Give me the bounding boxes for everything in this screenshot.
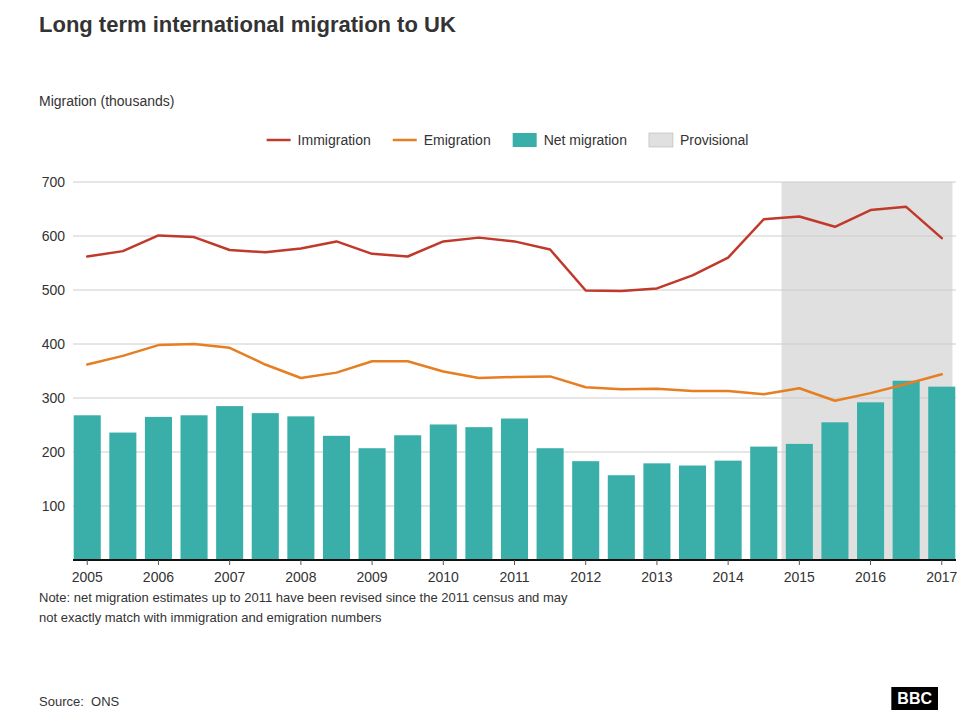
x-tick bbox=[443, 560, 444, 565]
x-tick bbox=[87, 560, 88, 565]
net-migration-bar bbox=[537, 448, 564, 560]
net-migration-bar bbox=[572, 461, 599, 560]
y-axis: 100 200 300 400 500 600 700 bbox=[42, 174, 66, 514]
x-tick bbox=[728, 560, 729, 565]
chart: Long term international migration to UK M… bbox=[0, 0, 976, 728]
series-line bbox=[87, 207, 942, 291]
x-tick-label: 2007 bbox=[214, 569, 245, 585]
y-axis-label: Migration (thousands) bbox=[39, 93, 174, 109]
background bbox=[0, 0, 976, 728]
net-migration-bar bbox=[465, 427, 492, 560]
net-migration-bar bbox=[109, 433, 136, 560]
x-tick-label: 2016 bbox=[855, 569, 886, 585]
legend-label: Emigration bbox=[424, 132, 491, 148]
net-migration-bar bbox=[928, 387, 955, 560]
x-tick bbox=[799, 560, 800, 565]
x-tick-label: 2013 bbox=[641, 569, 672, 585]
y-grid bbox=[73, 182, 956, 560]
x-tick bbox=[158, 560, 159, 565]
legend-item: Emigration bbox=[393, 132, 491, 148]
net-migration-bar bbox=[287, 416, 314, 560]
provisional-span bbox=[782, 182, 953, 560]
net-migration-bar bbox=[857, 402, 884, 560]
x-tick-label: 2008 bbox=[285, 569, 316, 585]
net-migration-bar bbox=[893, 381, 920, 560]
legend-item: Immigration bbox=[267, 132, 371, 148]
lines bbox=[87, 207, 942, 401]
x-axis: 2005 2006 2007 2008 2009 2010 2011 2012 2013 2014… bbox=[72, 560, 958, 585]
note-line: not exactly match with immigration and e… bbox=[39, 610, 382, 625]
legend-label: Immigration bbox=[298, 132, 371, 148]
y-tick-label: 700 bbox=[42, 174, 66, 190]
net-migration-bar bbox=[643, 463, 670, 560]
grid-line bbox=[73, 182, 956, 183]
net-migration-bar bbox=[74, 415, 101, 560]
y-tick-label: 500 bbox=[42, 282, 66, 298]
net-migration-bar bbox=[181, 415, 208, 560]
logo: BBC bbox=[891, 687, 938, 710]
x-tick bbox=[514, 560, 515, 565]
note: Note: net migration estimates up to 2011… bbox=[39, 590, 568, 625]
legend-item: Provisional bbox=[649, 132, 748, 148]
x-tick bbox=[300, 560, 301, 565]
x-tick bbox=[870, 560, 871, 565]
legend-swatch bbox=[649, 133, 673, 147]
y-tick-label: 600 bbox=[42, 228, 66, 244]
legend-swatch bbox=[513, 133, 537, 147]
x-tick-label: 2006 bbox=[143, 569, 174, 585]
x-tick bbox=[585, 560, 586, 565]
x-tick-label: 2011 bbox=[499, 569, 529, 585]
legend-label: Net migration bbox=[544, 132, 627, 148]
x-tick bbox=[656, 560, 657, 565]
x-tick-label: 2017 bbox=[926, 569, 957, 585]
net-migration-bar bbox=[394, 435, 421, 560]
legend-label: Provisional bbox=[680, 132, 748, 148]
x-tick-label: 2012 bbox=[570, 569, 601, 585]
net-migration-bar bbox=[715, 461, 742, 560]
legend: Immigration Emigration Net migration Provis… bbox=[267, 132, 749, 148]
net-migration-bar bbox=[608, 475, 635, 560]
note-line: Note: net migration estimates up to 2011… bbox=[39, 590, 568, 605]
x-tick bbox=[372, 560, 373, 565]
net-migration-bar bbox=[323, 436, 350, 560]
net-migration-bar bbox=[750, 447, 777, 560]
bars bbox=[74, 381, 956, 560]
x-tick-label: 2015 bbox=[784, 569, 815, 585]
x-tick bbox=[941, 560, 942, 565]
legend-item: Net migration bbox=[513, 132, 627, 148]
series-line bbox=[87, 344, 942, 401]
net-migration-bar bbox=[679, 466, 706, 561]
source: Source: ONS bbox=[39, 694, 120, 709]
y-tick-label: 200 bbox=[42, 444, 66, 460]
plot-marks bbox=[782, 182, 953, 560]
logo-box bbox=[891, 687, 938, 710]
logo-text: BBC bbox=[897, 690, 932, 707]
title: Long term international migration to UK bbox=[39, 12, 456, 37]
net-migration-bar bbox=[430, 424, 457, 560]
x-tick bbox=[229, 560, 230, 565]
y-tick-label: 400 bbox=[42, 336, 66, 352]
net-migration-bar bbox=[786, 444, 813, 560]
legend-swatch bbox=[267, 139, 291, 142]
x-tick-label: 2009 bbox=[357, 569, 388, 585]
net-migration-bar bbox=[216, 406, 243, 560]
y-tick-label: 300 bbox=[42, 390, 66, 406]
x-tick-label: 2005 bbox=[72, 569, 103, 585]
grid-line bbox=[73, 290, 956, 291]
x-tick-label: 2014 bbox=[713, 569, 744, 585]
y-tick-label: 100 bbox=[42, 498, 66, 514]
net-migration-bar bbox=[501, 419, 528, 560]
net-migration-bar bbox=[821, 422, 848, 560]
legend-swatch bbox=[393, 139, 417, 142]
x-tick-label: 2010 bbox=[428, 569, 459, 585]
grid-line bbox=[73, 236, 956, 237]
net-migration-bar bbox=[252, 413, 279, 560]
net-migration-bar bbox=[145, 417, 172, 560]
net-migration-bar bbox=[359, 448, 386, 560]
